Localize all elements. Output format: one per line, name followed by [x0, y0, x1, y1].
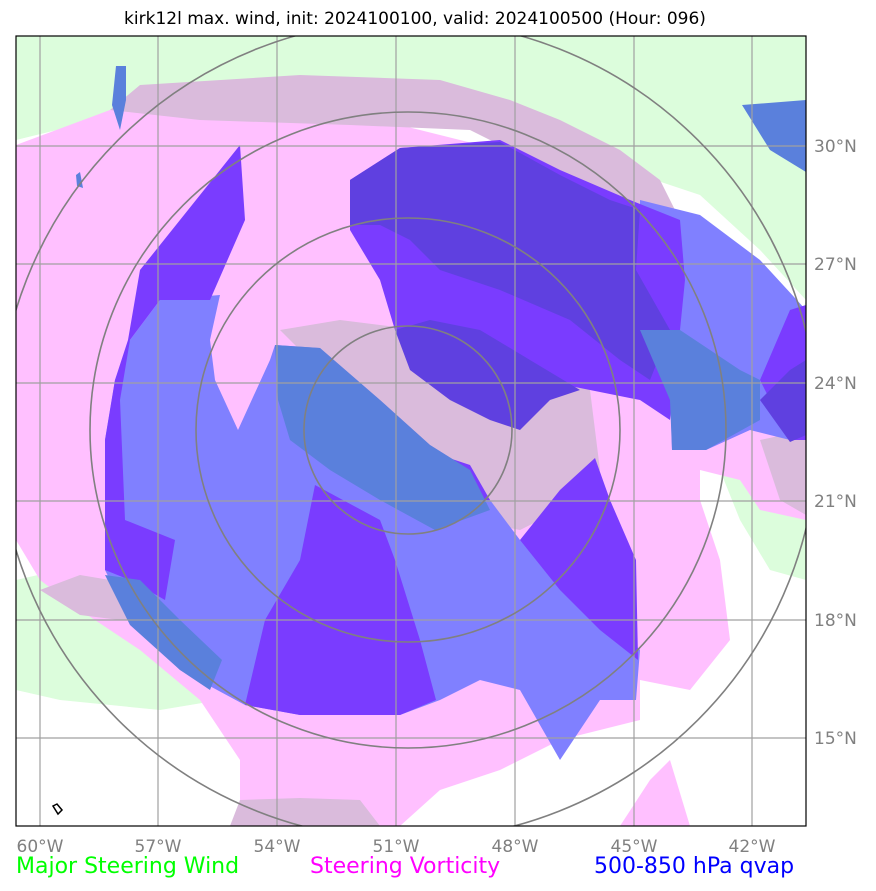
lon-tick-label: 51°W	[373, 837, 420, 857]
graticule	[16, 36, 806, 826]
qvap-region-dark-east	[760, 360, 806, 442]
lat-tick-label: 27°N	[814, 255, 857, 275]
lat-tick-label: 24°N	[814, 374, 857, 394]
map-frame	[15, 35, 807, 827]
lat-tick-label: 21°N	[814, 492, 857, 512]
qvap-region-purple-southeast	[520, 458, 638, 660]
lon-tick-label: 42°W	[729, 837, 776, 857]
legend-steering-vorticity: Steering Vorticity	[310, 854, 501, 879]
steering-vorticity-region-west-edge	[16, 290, 22, 330]
lon-tick-label: 60°W	[17, 837, 64, 857]
lat-tick-label: 18°N	[814, 611, 857, 631]
overlap-region-south	[230, 798, 380, 826]
steering-wind-region-north	[16, 36, 806, 300]
legend-steering-wind: Major Steering Wind	[16, 854, 240, 879]
qvap-region-blend-east	[640, 330, 760, 450]
legend-qvap: 500-850 hPa qvap	[594, 854, 795, 879]
qvap-region-blend-center	[275, 345, 490, 530]
overlap-region-east	[760, 430, 806, 515]
qvap-region-purple-south	[245, 485, 436, 715]
map-plot-area	[16, 36, 806, 826]
island-outline	[51, 803, 64, 816]
lon-tick-label: 54°W	[254, 837, 301, 857]
lon-tick-label: 48°W	[492, 837, 539, 857]
map-title: kirk12l max. wind, init: 2024100100, val…	[124, 9, 706, 29]
qvap-region-blend-speck	[76, 172, 83, 188]
qvap-region-blend-northeast	[742, 100, 806, 172]
lon-tick-label: 57°W	[135, 837, 182, 857]
steering-vorticity-region-southeast	[620, 760, 690, 826]
qvap-region-blend-north-strip	[112, 66, 126, 130]
qvap-region-purple-west	[105, 145, 245, 600]
lon-tick-label: 45°W	[611, 837, 658, 857]
lat-tick-label: 30°N	[814, 137, 857, 157]
lat-tick-label: 15°N	[814, 729, 857, 749]
qvap-region-dark-center	[395, 320, 580, 430]
overlap-region-north	[110, 75, 680, 220]
distance-rings	[16, 36, 806, 826]
